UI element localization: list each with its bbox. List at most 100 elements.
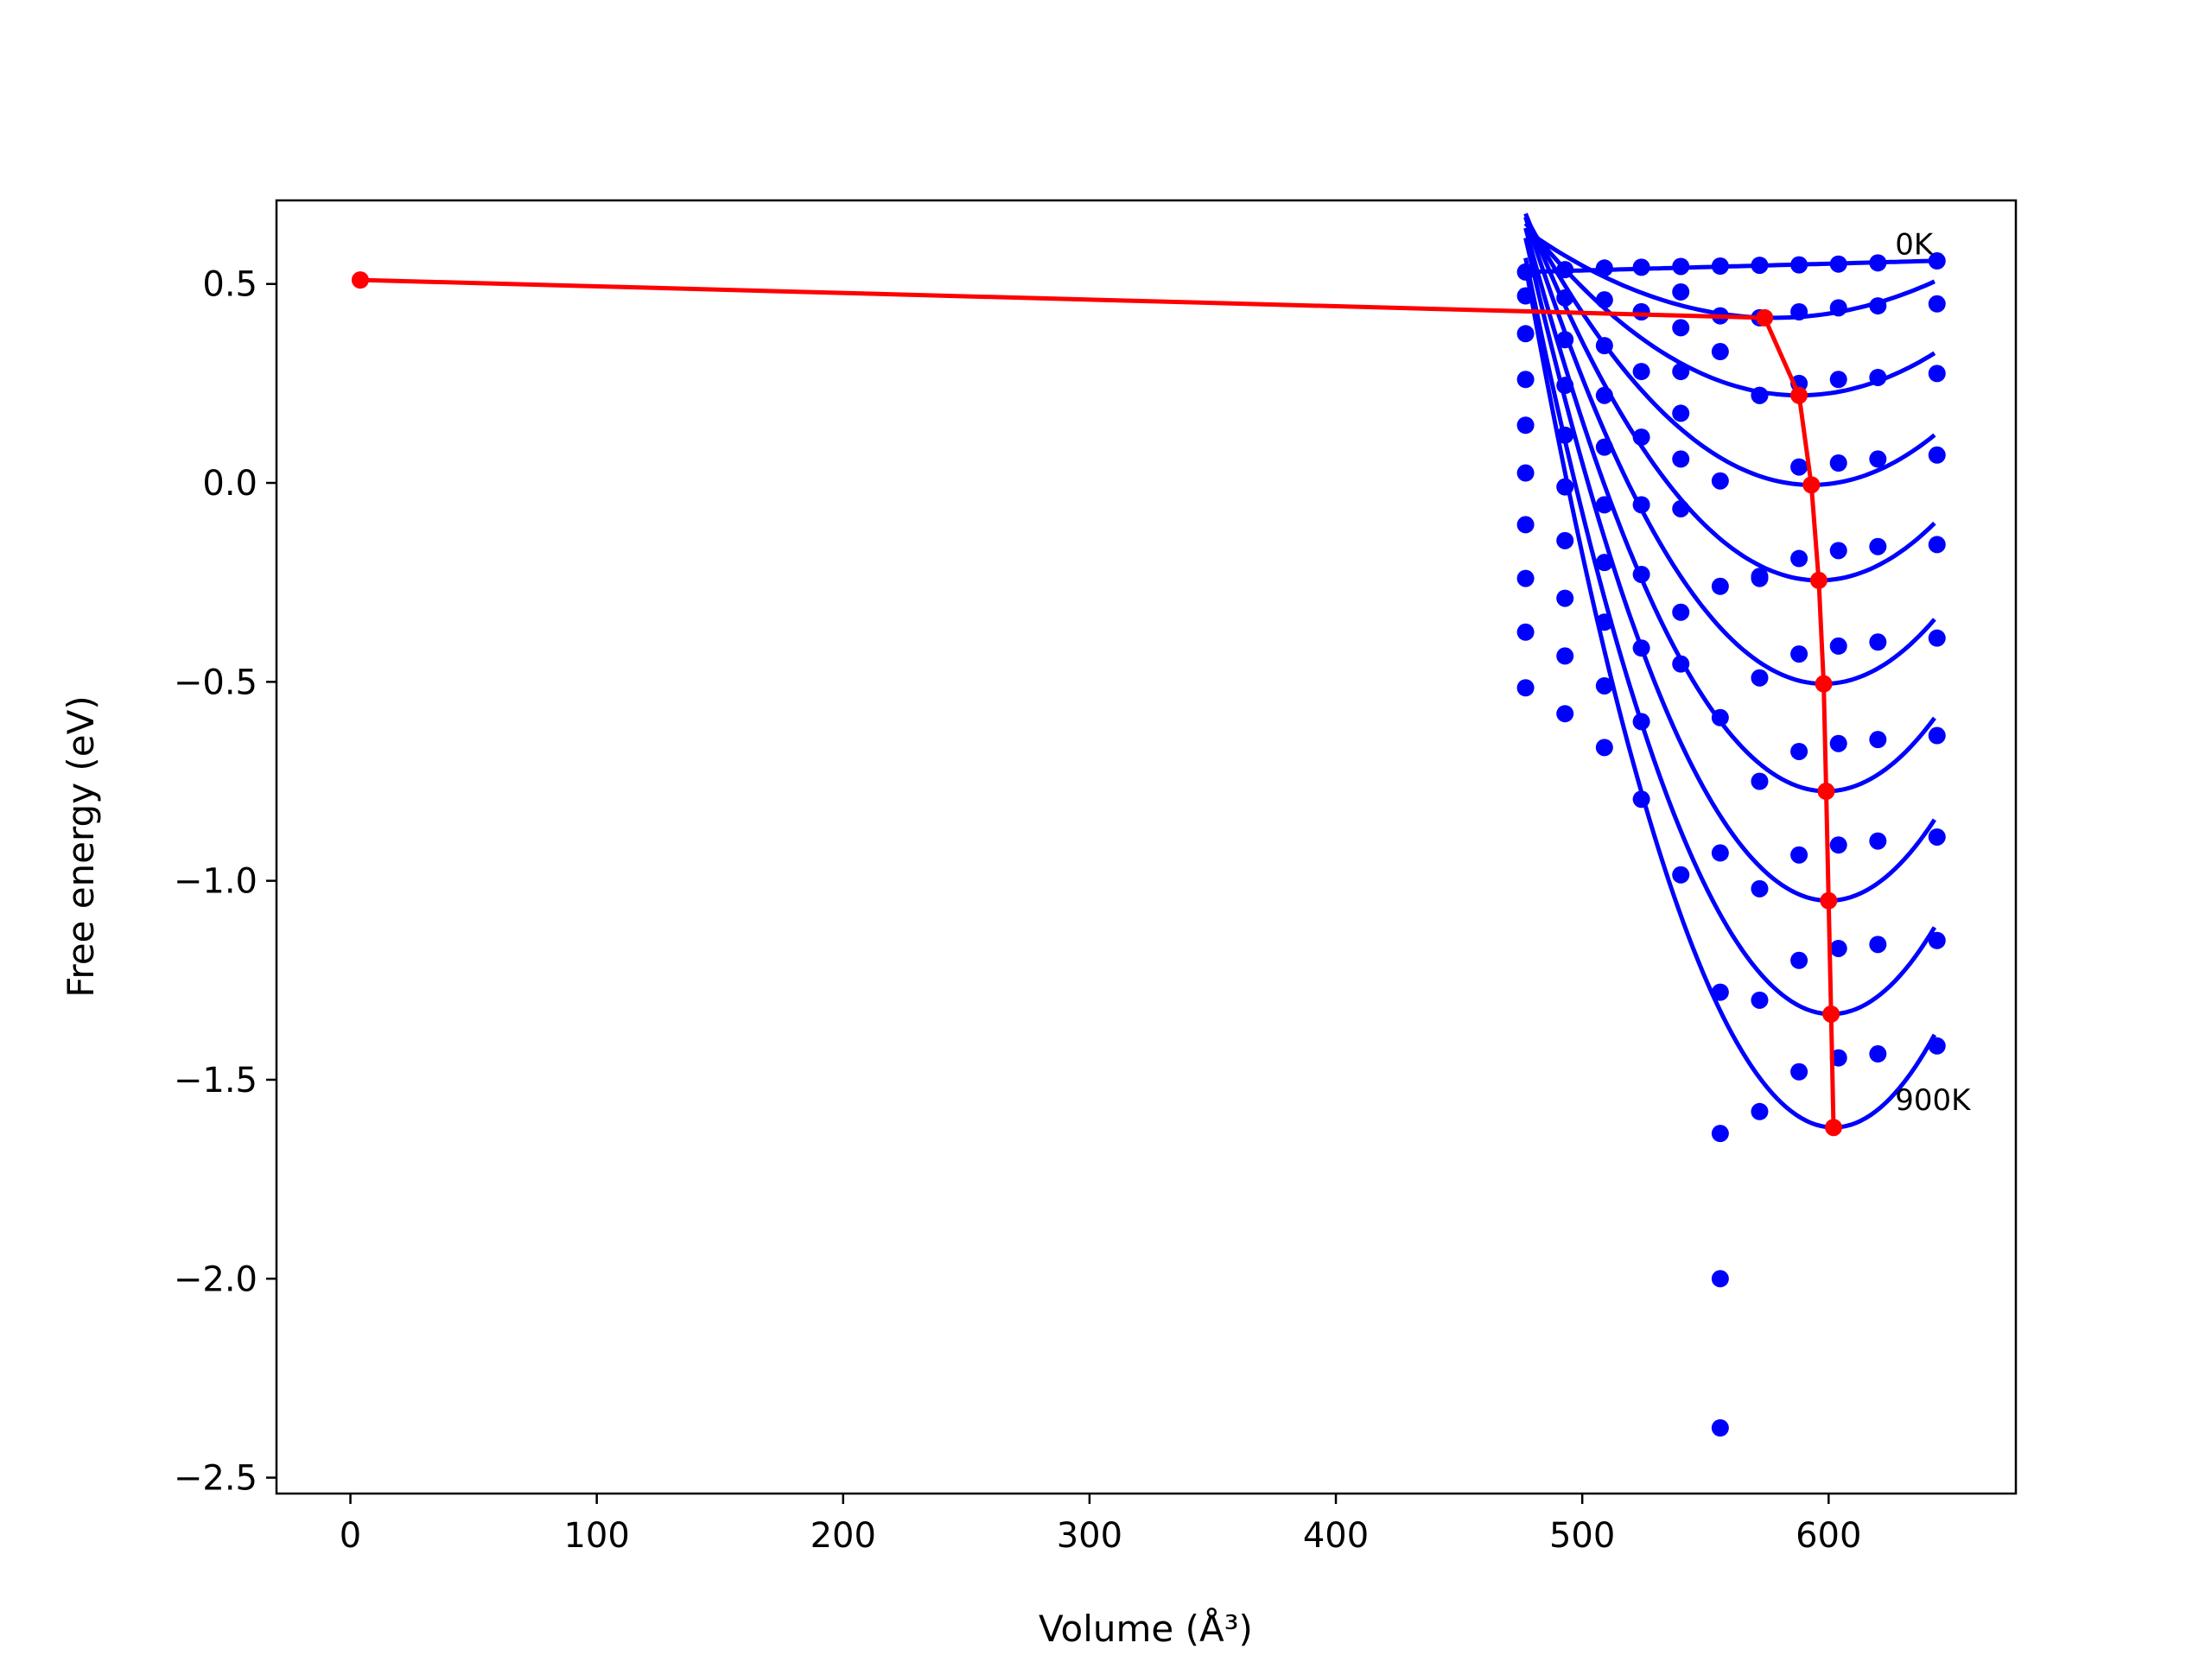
data-point bbox=[1928, 629, 1946, 647]
data-point bbox=[1790, 951, 1808, 969]
data-point bbox=[1869, 936, 1887, 954]
y-tick-label: −1.0 bbox=[174, 862, 257, 902]
equilibrium-point bbox=[1809, 571, 1827, 589]
data-point bbox=[1516, 569, 1535, 587]
x-tick-label: 500 bbox=[1549, 1516, 1615, 1556]
equilibrium-point bbox=[351, 271, 369, 289]
data-point bbox=[1556, 261, 1574, 279]
data-point bbox=[1632, 565, 1650, 583]
equilibrium-point bbox=[1820, 891, 1838, 910]
data-point bbox=[1516, 679, 1535, 697]
data-point bbox=[1672, 499, 1690, 517]
data-point bbox=[1556, 705, 1574, 723]
data-point bbox=[1829, 836, 1847, 854]
data-point bbox=[1516, 464, 1535, 482]
y-tick-label: −2.5 bbox=[174, 1459, 257, 1499]
data-point bbox=[1790, 1063, 1808, 1081]
x-tick-label: 300 bbox=[1057, 1516, 1122, 1556]
data-point bbox=[1869, 368, 1887, 386]
data-point bbox=[1632, 790, 1650, 809]
y-tick-label: −1.5 bbox=[174, 1061, 257, 1101]
data-point bbox=[1516, 263, 1535, 281]
fit-curve bbox=[1523, 237, 1936, 904]
data-point bbox=[1829, 299, 1847, 317]
data-point bbox=[1556, 589, 1574, 607]
data-point bbox=[1632, 496, 1650, 514]
data-point bbox=[1711, 1418, 1729, 1437]
data-point bbox=[1711, 708, 1729, 726]
fit-curve bbox=[1523, 227, 1936, 794]
x-tick-label: 400 bbox=[1303, 1516, 1369, 1556]
data-point bbox=[1751, 386, 1769, 404]
data-point bbox=[1751, 879, 1769, 898]
equilibrium-point bbox=[1802, 476, 1821, 494]
data-point bbox=[1829, 255, 1847, 273]
data-point bbox=[1672, 404, 1690, 422]
data-point bbox=[1928, 252, 1946, 270]
data-point bbox=[1869, 832, 1887, 850]
data-point bbox=[1556, 289, 1574, 307]
fit-curve bbox=[1523, 257, 1937, 1017]
fit-curve bbox=[1523, 216, 1936, 687]
data-point bbox=[1711, 577, 1729, 595]
data-point bbox=[1869, 450, 1887, 468]
data-point bbox=[1672, 257, 1690, 276]
data-point bbox=[1595, 676, 1613, 695]
data-point bbox=[1751, 568, 1769, 586]
data-point bbox=[1632, 258, 1650, 276]
data-point bbox=[1869, 297, 1887, 315]
data-point bbox=[1595, 739, 1613, 757]
data-point bbox=[1869, 537, 1887, 555]
x-tick-label: 0 bbox=[340, 1516, 361, 1556]
data-point bbox=[1711, 1270, 1729, 1288]
data-point bbox=[1790, 458, 1808, 476]
plot-frame bbox=[275, 199, 2018, 1495]
x-tick-label: 200 bbox=[810, 1516, 876, 1556]
data-point bbox=[1516, 325, 1535, 343]
data-point bbox=[1632, 363, 1650, 381]
data-point bbox=[1928, 365, 1946, 383]
data-point bbox=[1516, 371, 1535, 389]
equilibrium-point bbox=[1815, 675, 1833, 693]
data-point bbox=[1595, 386, 1613, 404]
equilibrium-point bbox=[1790, 386, 1808, 404]
fit-curve bbox=[1523, 265, 1937, 1130]
data-point bbox=[1711, 343, 1729, 361]
data-point bbox=[1928, 931, 1946, 949]
data-point bbox=[1928, 726, 1946, 745]
equilibrium-line bbox=[359, 277, 1836, 1128]
y-tick-label: 0.5 bbox=[202, 265, 257, 305]
data-point bbox=[1672, 603, 1690, 621]
data-point bbox=[1595, 438, 1613, 456]
data-point bbox=[1595, 291, 1613, 309]
data-point bbox=[1711, 257, 1729, 276]
data-point bbox=[1928, 446, 1946, 464]
y-axis-title: Free energy (eV) bbox=[60, 695, 102, 998]
data-point bbox=[1672, 363, 1690, 381]
data-point bbox=[1751, 669, 1769, 687]
data-point bbox=[1632, 428, 1650, 447]
data-point bbox=[1829, 637, 1847, 655]
equilibrium-point bbox=[1756, 308, 1774, 327]
data-point bbox=[1672, 866, 1690, 884]
data-point bbox=[1790, 302, 1808, 320]
data-point bbox=[1632, 639, 1650, 657]
data-point bbox=[1790, 742, 1808, 760]
data-point bbox=[1556, 331, 1574, 349]
data-point bbox=[1672, 450, 1690, 468]
data-point bbox=[1672, 655, 1690, 673]
data-point bbox=[1556, 377, 1574, 395]
x-tick-label: 100 bbox=[563, 1516, 629, 1556]
data-point bbox=[1751, 772, 1769, 790]
data-point bbox=[1632, 713, 1650, 731]
data-point bbox=[1516, 623, 1535, 641]
data-point bbox=[1790, 549, 1808, 568]
data-point bbox=[1711, 844, 1729, 862]
data-point bbox=[1711, 983, 1729, 1001]
data-point bbox=[1516, 287, 1535, 305]
data-point bbox=[1556, 426, 1574, 444]
fit-curve bbox=[1523, 215, 1936, 487]
equilibrium-point bbox=[1817, 783, 1835, 801]
data-point bbox=[1790, 645, 1808, 663]
